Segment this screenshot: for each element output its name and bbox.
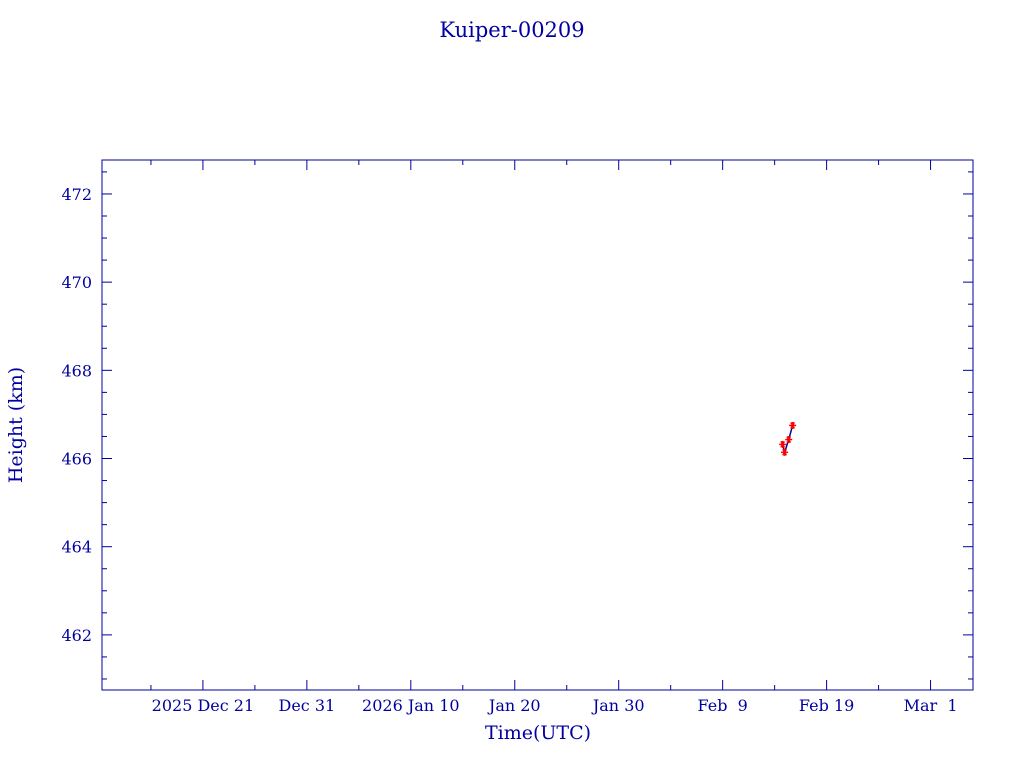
chart-title: Kuiper-00209 [439,18,584,42]
y-tick-label: 466 [61,450,92,469]
y-axis-label: Height (km) [5,367,27,483]
x-axis-label: Time(UTC) [485,722,591,744]
y-tick-label: 464 [61,538,92,557]
data-point [781,448,789,456]
series-line [781,425,794,456]
plot-frame [101,159,974,691]
x-tick-label: Dec 31 [279,696,336,715]
x-tick-label: 2025 Dec 21 [152,696,255,715]
y-tick-label: 468 [61,361,92,380]
data-point [785,436,793,444]
series [779,421,797,456]
x-tick-label: Feb 9 [698,696,748,715]
x-tick-label: Mar 1 [904,696,958,715]
x-tick-label: Jan 30 [591,696,645,715]
x-tick-label: 2026 Jan 10 [362,696,460,715]
y-tick-label: 462 [61,626,92,645]
y-tick-label: 470 [61,273,92,292]
data-point [789,421,797,429]
x-tick-label: Feb 19 [799,696,854,715]
axis-ticks: 2025 Dec 21 Dec 31 2026 Jan 10 Jan 20 Jan 30… [61,160,973,715]
y-tick-label: 472 [61,185,92,204]
x-tick-label: Jan 20 [487,696,541,715]
data-point [779,440,787,448]
